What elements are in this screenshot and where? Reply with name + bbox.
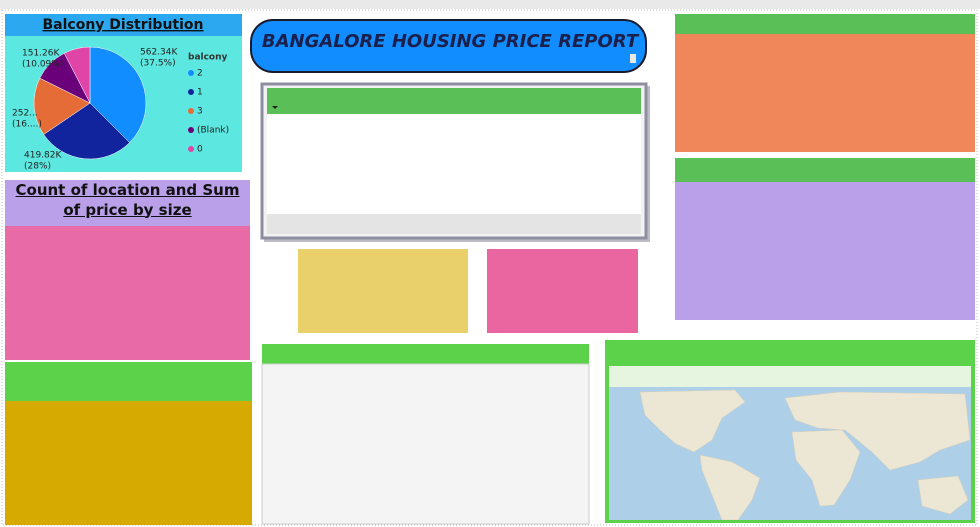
data-label: (37.5%) <box>140 59 176 69</box>
legend-marker <box>188 70 194 76</box>
legend-marker <box>188 146 194 152</box>
legend-label: 3 <box>197 107 203 117</box>
continent <box>639 389 746 453</box>
slice <box>33 77 91 135</box>
data-label: (28%) <box>24 162 51 172</box>
continent <box>791 429 861 507</box>
report-header <box>250 19 647 73</box>
data-label: (16....) <box>12 120 42 130</box>
continent <box>784 391 971 471</box>
panel-header <box>5 14 242 36</box>
panel <box>675 182 975 320</box>
legend-label: 2 <box>197 69 203 79</box>
panel <box>675 14 975 152</box>
continent <box>699 454 761 520</box>
panel-header <box>675 14 975 34</box>
legend-label: (Blank) <box>197 126 229 136</box>
panel <box>5 226 250 360</box>
panel <box>261 363 590 525</box>
panel-header <box>5 180 250 226</box>
report-title: BANGALORE HOUSING PRICE REPORT <box>262 31 640 52</box>
data-label: 419.82K <box>24 151 62 161</box>
sort-icon <box>272 106 278 109</box>
data-label: (10.09%) <box>22 60 63 70</box>
legend-marker <box>188 127 194 133</box>
slice <box>43 102 130 160</box>
page-border <box>1 9 978 526</box>
legend-marker <box>188 108 194 114</box>
slice <box>89 46 147 143</box>
legend-title: balcony <box>188 53 228 63</box>
card <box>298 249 468 333</box>
table-header <box>267 88 641 114</box>
panel <box>5 401 252 525</box>
continent <box>917 475 969 515</box>
panel-header <box>5 362 252 401</box>
legend-label: 0 <box>197 145 203 155</box>
panel-header <box>675 158 975 182</box>
chart-title: Balcony Distribution <box>42 17 203 33</box>
legend-marker <box>188 89 194 95</box>
chart-title: Count of location and Sum of price by si… <box>15 181 240 219</box>
slice <box>63 46 91 104</box>
legend-bg <box>609 366 971 387</box>
top-strip <box>0 0 980 9</box>
legend-label: 1 <box>197 88 203 98</box>
map-land <box>639 389 971 520</box>
panel-header <box>262 344 589 364</box>
header-icon <box>630 54 636 63</box>
table-total-row <box>267 214 641 234</box>
data-label: 562.34K <box>140 48 178 58</box>
data-label: 252... <box>12 109 38 119</box>
card <box>487 249 638 333</box>
data-label: 151.26K <box>22 49 60 59</box>
chart-title-box: Count of location and Sum of price by si… <box>15 181 240 219</box>
